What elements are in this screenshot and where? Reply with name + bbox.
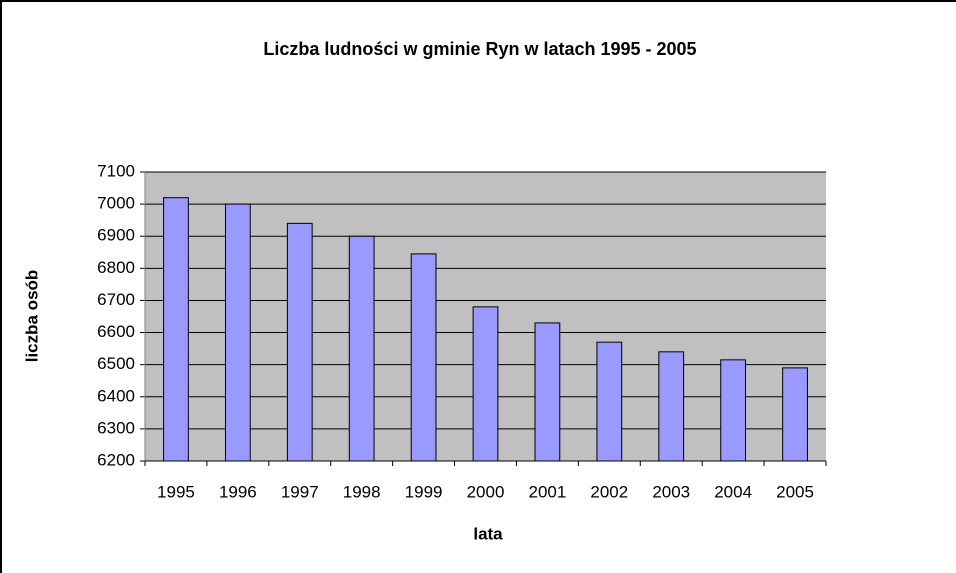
bar [596,341,623,462]
bar [163,197,189,462]
y-tick-label: 6800 [97,258,135,277]
y-tick-label: 6400 [97,386,135,405]
x-tick-label: 1998 [343,482,381,501]
y-tick-label: 6300 [97,418,135,437]
bar [658,351,685,462]
bar [410,253,437,462]
x-tick-label: 1999 [405,482,443,501]
y-tick-label: 6600 [97,322,135,341]
x-tick-label: 1995 [157,482,195,501]
bar [534,322,561,462]
x-tick-label: 2004 [714,482,752,501]
x-tick-label: 2003 [652,482,690,501]
y-axis-label: liczba osób [22,270,41,363]
bar [224,203,251,462]
x-tick-label: 1996 [219,482,257,501]
x-axis-label: lata [473,524,503,543]
bar [472,306,499,462]
y-tick-label: 7000 [97,194,135,213]
y-tick-label: 6200 [97,450,135,469]
bar [348,235,375,462]
chart-title: Liczba ludności w gminie Ryn w latach 19… [263,39,696,59]
bar [782,367,808,462]
y-tick-label: 6900 [97,226,135,245]
y-tick-label: 6700 [97,290,135,309]
x-tick-label: 2002 [590,482,628,501]
x-tick-label: 1997 [281,482,319,501]
x-tick-label: 2001 [528,482,566,501]
bar [720,359,747,462]
x-tick-label: 2000 [467,482,505,501]
x-tick-label: 2005 [776,482,814,501]
y-tick-label: 7100 [97,161,135,180]
bar [286,222,313,462]
y-tick-label: 6500 [97,354,135,373]
